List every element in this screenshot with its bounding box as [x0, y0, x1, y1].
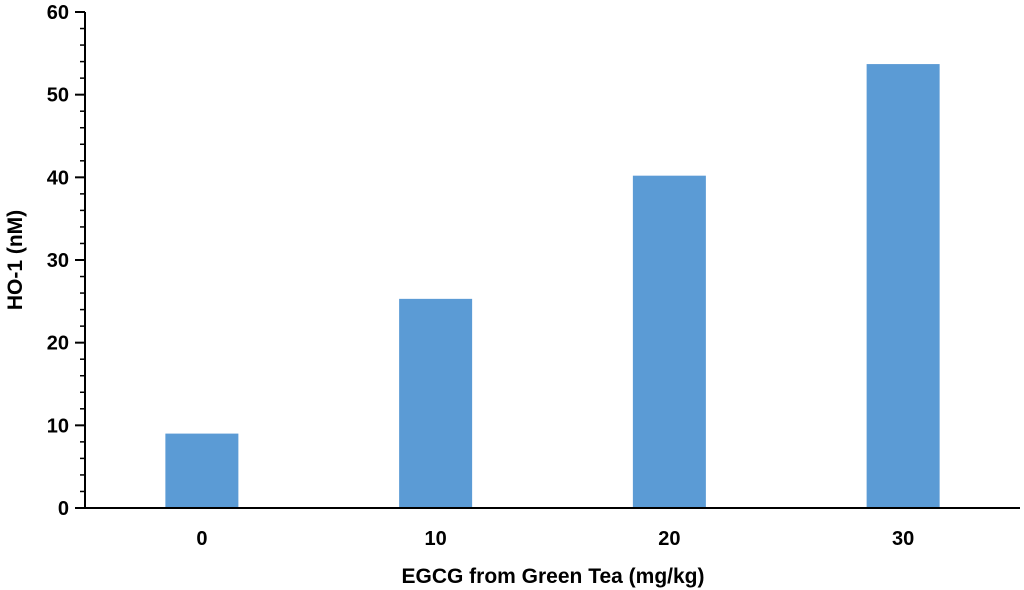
y-tick-label: 50	[47, 85, 69, 107]
x-axis-title: EGCG from Green Tea (mg/kg)	[402, 565, 705, 588]
bar-20	[632, 175, 706, 508]
y-tick-label: 0	[58, 498, 69, 520]
x-axis-ticks: 0 10 20 30	[196, 528, 914, 550]
bars	[165, 64, 940, 508]
bar-10	[399, 298, 473, 508]
y-tick-label: 30	[47, 250, 69, 272]
x-tick-label: 0	[196, 528, 207, 550]
x-tick-label: 20	[658, 528, 680, 550]
y-tick-label: 40	[47, 167, 69, 189]
bar-0	[165, 433, 239, 508]
x-tick-label: 30	[892, 528, 914, 550]
y-tick-label: 60	[47, 2, 69, 24]
y-axis-title: HO-1 (nM)	[4, 210, 27, 310]
y-tick-label: 10	[47, 415, 69, 437]
x-tick-label: 10	[425, 528, 447, 550]
bar-30	[866, 64, 940, 508]
y-tick-label: 20	[47, 333, 69, 355]
y-axis-ticks: 0 10 20 30 40 50 60	[47, 2, 85, 520]
